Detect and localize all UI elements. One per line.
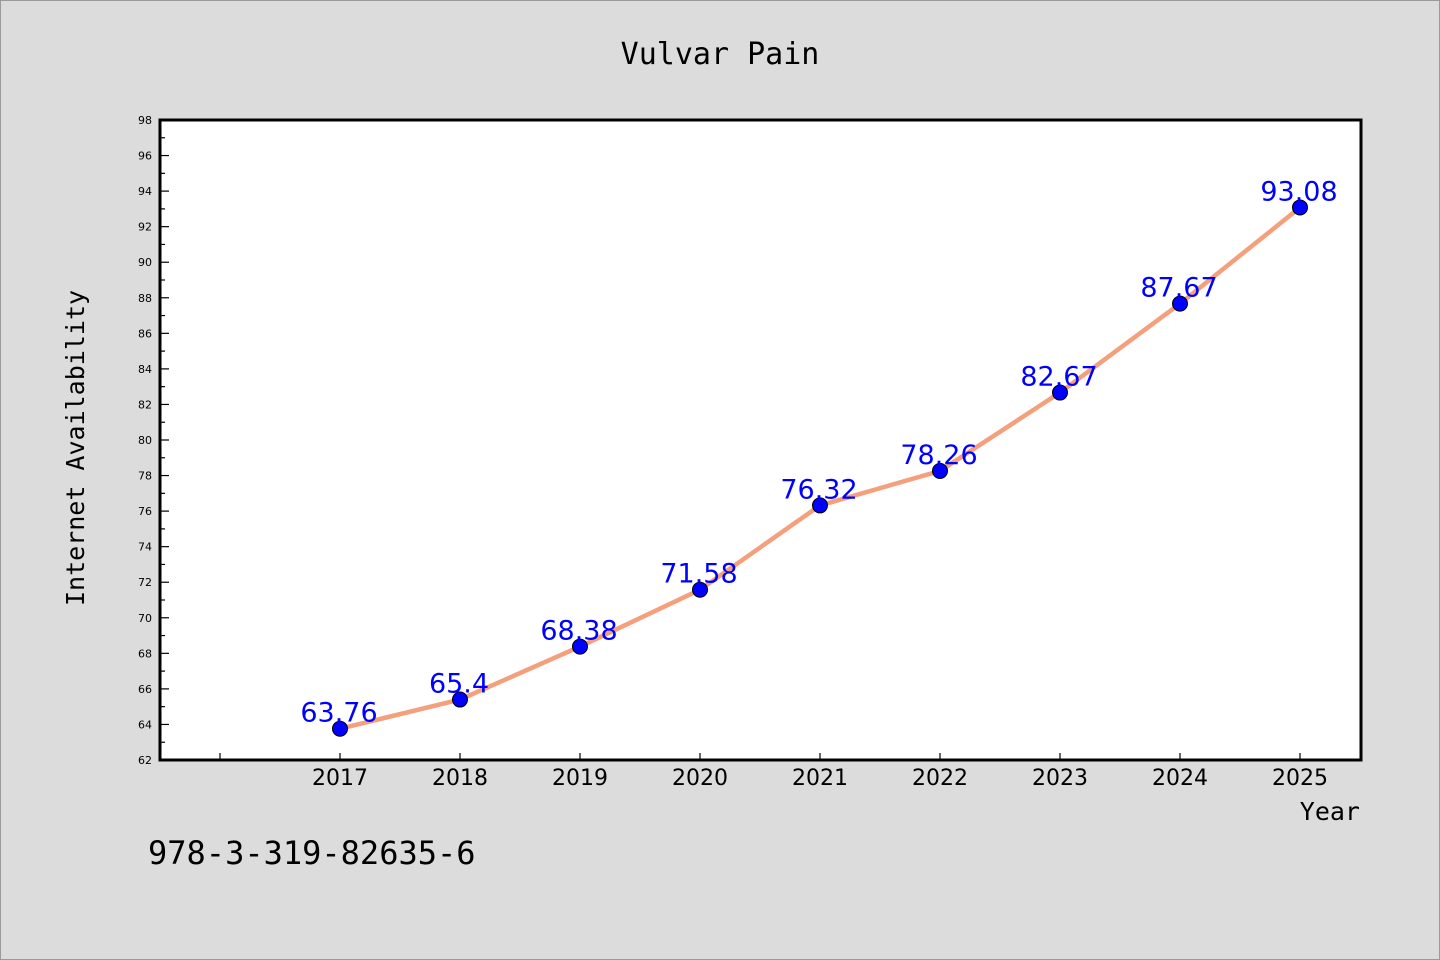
y-tick-label: 64	[138, 718, 152, 731]
data-labels: 63.76 65.4 68.38 71.58 76.32 78.26 82.67 87.67 9…	[300, 176, 1337, 728]
x-tick-label: 2021	[792, 766, 848, 791]
y-tick-label: 84	[138, 363, 152, 376]
x-tick-label: 2020	[672, 766, 728, 791]
y-tick-label: 92	[138, 221, 152, 234]
data-label: 87.67	[1140, 273, 1217, 304]
data-point	[692, 581, 708, 598]
y-axis: 62 64 66 68 70 72 74 76 78 80 82 84 86 88 90 92 94 96 98	[138, 114, 169, 767]
x-axis-label: Year	[1300, 797, 1360, 826]
data-point	[1292, 199, 1308, 216]
data-point	[332, 720, 348, 737]
x-tick-label: 2019	[552, 766, 608, 791]
x-tick-label: 2022	[912, 766, 968, 791]
data-label: 63.76	[300, 698, 377, 729]
y-tick-label: 66	[138, 683, 152, 696]
data-label: 93.08	[1260, 176, 1337, 207]
y-tick-label: 74	[138, 541, 152, 554]
y-tick-label: 72	[138, 576, 152, 589]
data-point	[812, 497, 828, 514]
y-tick-label: 90	[138, 256, 152, 269]
x-tick-label: 2018	[432, 766, 488, 791]
y-tick-label: 98	[138, 114, 152, 127]
y-tick-label: 68	[138, 647, 152, 660]
x-tick-label: 2017	[312, 766, 368, 791]
y-tick-label: 62	[138, 754, 152, 767]
y-axis-label: Internet Availability	[61, 290, 90, 606]
data-label: 71.58	[660, 559, 737, 590]
data-series	[332, 199, 1308, 737]
y-tick-label: 78	[138, 470, 152, 483]
data-point	[572, 638, 588, 655]
x-tick-label: 2024	[1152, 766, 1208, 791]
data-point	[1172, 295, 1188, 312]
data-point	[1052, 384, 1068, 401]
data-label: 76.32	[780, 474, 857, 505]
y-tick-label: 82	[138, 398, 152, 411]
isbn-text: 978-3-319-82635-6	[148, 834, 476, 872]
data-label: 65.4	[429, 669, 489, 700]
data-label: 82.67	[1020, 362, 1097, 393]
y-tick-label: 80	[138, 434, 152, 447]
y-tick-label: 88	[138, 292, 152, 305]
chart-title: Vulvar Pain	[621, 37, 820, 72]
data-point	[932, 462, 948, 479]
x-axis: 2017 2018 2019 2020 2021 2022 2023 2024 2025	[219, 753, 1328, 791]
y-tick-label: 96	[138, 150, 152, 163]
data-point	[452, 691, 468, 708]
plot-area	[158, 118, 1363, 762]
y-tick-label: 76	[138, 505, 152, 518]
data-label: 78.26	[900, 440, 977, 471]
x-tick-label: 2025	[1272, 766, 1328, 791]
y-tick-label: 70	[138, 612, 152, 625]
data-label: 68.38	[540, 616, 617, 647]
x-tick-label: 2023	[1032, 766, 1088, 791]
y-tick-label: 86	[138, 327, 152, 340]
y-tick-label: 94	[138, 185, 152, 198]
